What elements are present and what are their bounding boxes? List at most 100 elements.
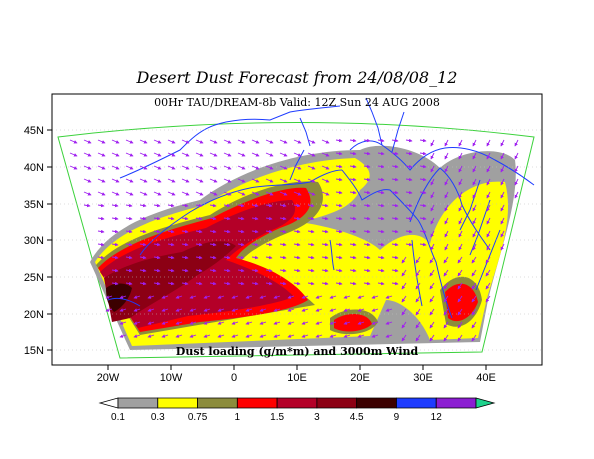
wind-arrow	[125, 216, 133, 221]
wind-arrow	[161, 334, 169, 338]
wind-arrow	[223, 229, 231, 234]
wind-arrow	[335, 242, 343, 247]
wind-arrow	[111, 152, 120, 157]
wind-arrow	[83, 165, 92, 170]
wind-arrow	[251, 152, 260, 157]
wind-arrow	[301, 295, 309, 299]
wind-arrow	[458, 139, 463, 147]
colorbar-label: 3	[314, 412, 320, 423]
wind-arrow	[111, 216, 119, 221]
wind-arrow	[195, 242, 203, 247]
wind-arrow	[133, 334, 141, 338]
wind-arrow	[195, 165, 204, 170]
wind-arrow	[181, 281, 189, 286]
lon-axis	[107, 365, 487, 370]
wind-arrow	[500, 152, 505, 160]
wind-arrow	[97, 178, 106, 183]
lat-tick-label: 20N	[24, 309, 44, 321]
wind-arrow	[153, 268, 161, 273]
wind-arrow	[279, 203, 287, 208]
wind-arrow	[273, 321, 281, 325]
wind-arrow	[251, 191, 260, 196]
wind-arrow	[273, 334, 281, 338]
colorbar-segment	[396, 397, 437, 409]
wind-arrow	[209, 191, 218, 196]
wind-arrow	[349, 177, 357, 182]
colorbar-label: 9	[394, 412, 400, 423]
wind-arrow	[237, 268, 245, 273]
wind-arrow	[175, 295, 183, 299]
wind-arrow	[471, 269, 477, 277]
wind-arrow	[167, 165, 176, 170]
wind-arrow	[500, 217, 505, 225]
wind-arrow	[251, 203, 259, 208]
wind-arrow	[273, 295, 281, 299]
wind-arrow	[391, 190, 399, 195]
wind-arrow	[153, 242, 161, 247]
wind-arrow	[457, 308, 463, 316]
wind-arrow	[486, 230, 491, 238]
wind-arrow	[139, 268, 147, 273]
wind-arrow	[195, 139, 204, 144]
wind-arrow	[458, 191, 463, 199]
wind-arrow	[335, 281, 343, 286]
wind-arrow	[357, 308, 365, 312]
wind-arrow	[444, 230, 449, 238]
wind-arrow	[500, 178, 505, 186]
wind-arrow	[153, 139, 162, 144]
wind-arrow	[69, 152, 78, 157]
wind-arrow	[329, 321, 337, 325]
wind-arrow	[293, 229, 301, 234]
wind-arrow	[471, 321, 477, 329]
wind-arrow	[265, 191, 274, 196]
wind-arrow	[203, 334, 211, 338]
wind-arrow	[223, 216, 231, 221]
wind-arrow	[181, 191, 190, 196]
wind-arrow	[444, 191, 449, 199]
wind-arrow	[139, 165, 148, 170]
wind-arrow	[181, 268, 189, 273]
wind-arrow	[363, 216, 371, 221]
wind-arrow	[430, 243, 435, 251]
wind-arrow	[472, 230, 477, 238]
wind-arrow	[175, 321, 183, 325]
wind-arrow	[147, 308, 155, 312]
wind-arrow	[401, 269, 407, 277]
wind-arrow	[471, 282, 477, 290]
wind-arrow	[139, 191, 148, 196]
wind-arrow	[251, 255, 259, 260]
wind-arrow	[486, 152, 491, 160]
wind-arrow	[245, 334, 253, 338]
colorbar-label: 1.5	[270, 412, 284, 423]
wind-arrow	[167, 178, 176, 183]
wind-arrow	[500, 165, 505, 173]
lon-tick-label: 40E	[476, 372, 496, 384]
wind-arrow	[321, 242, 329, 247]
wind-arrow	[307, 178, 316, 183]
wind-arrow	[472, 152, 477, 160]
wind-arrow	[500, 230, 505, 238]
wind-arrow	[111, 139, 120, 144]
wind-arrow	[147, 295, 155, 299]
lon-tick-label: 20W	[97, 372, 120, 384]
colorbar-label: 1	[235, 412, 241, 423]
wind-arrow	[209, 255, 217, 260]
wind-arrow	[223, 255, 231, 260]
wind-arrow	[371, 295, 379, 299]
wind-arrow	[377, 138, 385, 143]
wind-arrow	[153, 203, 161, 208]
wind-arrow	[401, 334, 407, 342]
wind-arrow	[363, 268, 371, 273]
wind-arrow	[458, 230, 463, 238]
wind-arrow	[363, 255, 371, 260]
wind-arrow	[111, 229, 119, 234]
wind-arrow	[125, 255, 133, 260]
wind-arrow	[147, 334, 155, 338]
wind-arrow	[279, 255, 287, 260]
wind-arrow	[301, 308, 309, 312]
wind-arrow	[175, 308, 183, 312]
wind-arrow	[167, 255, 175, 260]
colorbar-segment	[356, 397, 397, 409]
wind-arrow	[335, 138, 343, 143]
wind-arrow	[430, 204, 435, 212]
